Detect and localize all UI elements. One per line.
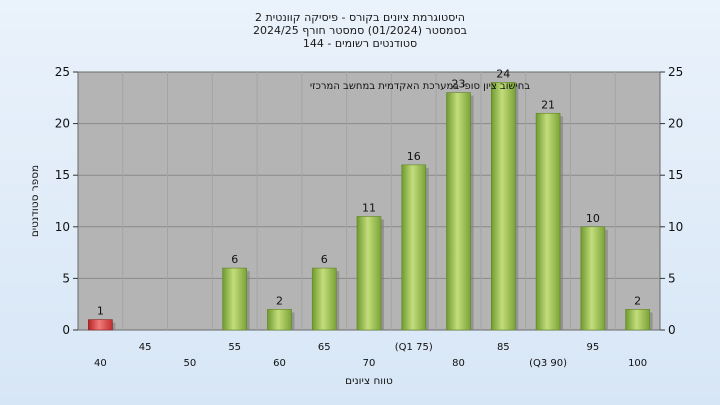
value-label: 11 [362,201,376,214]
y-axis-right: 0 5 10 15 20 25 [660,65,683,337]
x-tick-label: 100 [628,358,647,369]
value-label: 6 [321,253,328,266]
value-label: 10 [586,212,600,225]
bar-65 [311,267,337,331]
x-tick-label: 95 [586,342,599,353]
value-label: 16 [407,150,421,163]
bar-100 [625,309,650,331]
title-line-2: בסמסטר (01/2024) סמסטר חורף 2024/25 [253,24,467,37]
y-axis-left: 0 5 10 15 20 25 [55,65,78,337]
x-tick-label: (Q3 90) [529,358,567,369]
y-tick-label: 0 [62,323,70,337]
bar-70 [356,216,382,331]
value-label: 21 [541,98,555,111]
y-tick-label: 5 [62,271,70,285]
x-tick-label: 45 [139,342,152,353]
y-tick-label-right: 0 [668,323,676,337]
x-tick-label: 50 [184,358,197,369]
x-axis: 40 45 50 55 60 65 70 (Q1 75) 80 85 (Q3 90) 95 100 [94,342,647,369]
bar-85 [491,82,516,331]
y-tick-label: 15 [55,168,70,182]
x-tick-label: 60 [273,358,286,369]
value-label: 2 [634,294,641,307]
value-label: 1 [97,305,104,318]
x-tick-label: 80 [452,358,465,369]
y-tick-label: 25 [55,65,70,79]
value-label: 6 [231,253,238,266]
bar-95 [580,226,606,331]
bars [88,82,653,331]
value-label: 2 [276,294,283,307]
y-tick-label-right: 5 [668,271,676,285]
x-tick-label: 65 [318,342,331,353]
title-line-1: היסטוגרמת ציונים בקורס - פיסיקה קוונטית … [255,11,465,24]
x-tick-label: 40 [94,358,107,369]
bar-55 [222,267,247,331]
chart-annotation: בחישוב ציון סופי במערכת האקדמית במחשב המ… [310,81,530,92]
bar-80 [446,92,471,331]
x-axis-label: טווח ציונים [345,375,393,387]
title-line-3: סטודנטים רשומים - 144 [303,37,417,50]
y-axis-label: מספר סטודנטים [29,165,41,237]
value-label: 23 [452,78,466,91]
x-tick-label: 85 [497,342,510,353]
bar-60 [267,309,292,331]
x-tick-label: 55 [228,342,241,353]
x-tick-label: (Q1 75) [395,342,433,353]
y-tick-label: 20 [55,117,70,131]
x-tick-label: 70 [363,358,376,369]
y-tick-label-right: 25 [668,65,683,79]
value-label: 24 [496,67,510,80]
bar-(Q1 75) [401,164,427,331]
y-tick-label-right: 15 [668,168,683,182]
y-tick-label-right: 10 [668,220,683,234]
y-tick-label-right: 20 [668,117,683,131]
bar-40 [88,319,113,331]
y-tick-label: 10 [55,220,70,234]
chart-title: היסטוגרמת ציונים בקורס - פיסיקה קוונטית … [253,11,467,50]
bar-(Q3 90) [535,112,561,331]
